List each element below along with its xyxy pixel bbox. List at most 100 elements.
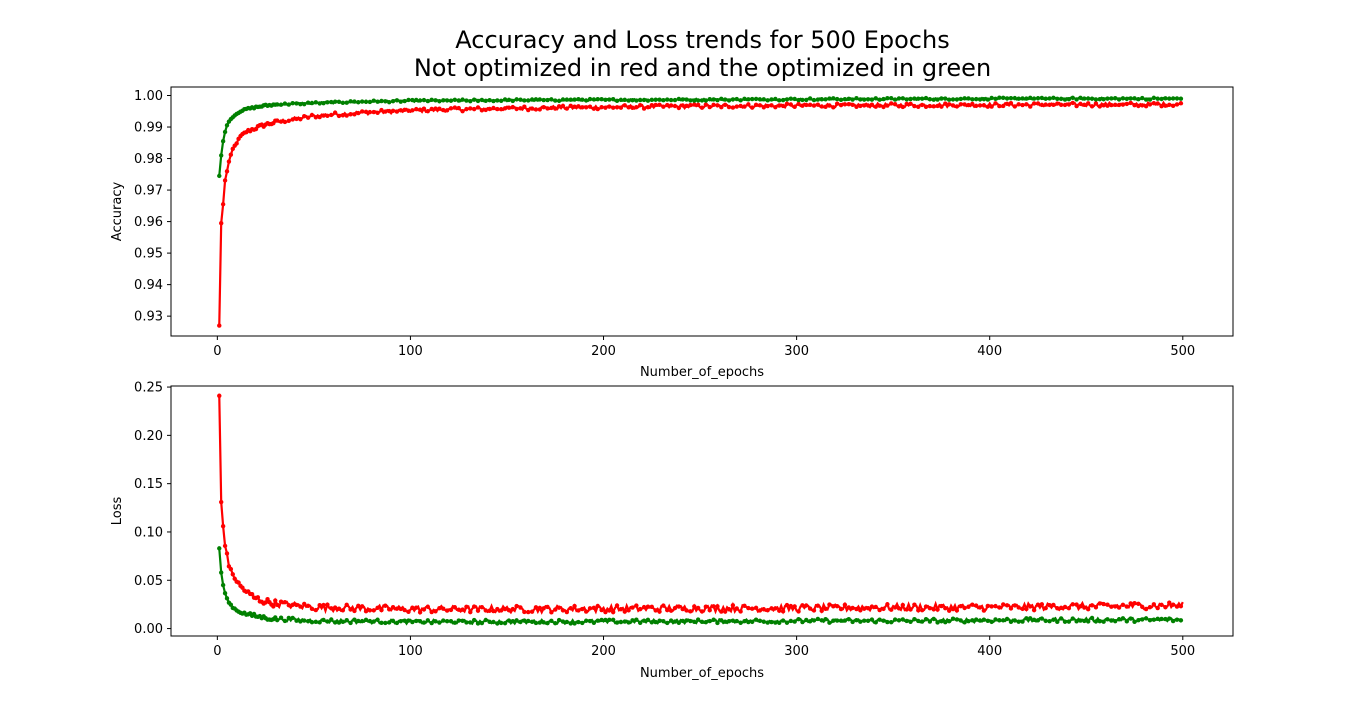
loss-data-point <box>468 620 473 625</box>
accuracy-data-point <box>912 103 917 109</box>
loss-data-point <box>1078 618 1083 623</box>
accuracy-data-point <box>344 100 349 105</box>
accuracy-data-point <box>927 97 933 102</box>
loss-data-point <box>1008 619 1014 625</box>
accuracy-data-point <box>545 97 550 103</box>
accuracy-data-point <box>923 95 929 101</box>
loss-data-point <box>1062 604 1068 610</box>
loss-data-point <box>271 604 276 609</box>
accuracy-data-point <box>842 102 848 107</box>
loss-data-point <box>900 602 906 608</box>
loss-data-point <box>645 604 651 609</box>
loss-data-point <box>869 604 875 609</box>
accuracy-data-point <box>549 105 554 111</box>
loss-data-point <box>858 608 863 613</box>
loss-data-point <box>985 603 990 609</box>
loss-data-point <box>819 618 824 623</box>
loss-data-point <box>220 582 226 588</box>
accuracy-data-point <box>765 103 770 109</box>
accuracy-data-point <box>638 97 643 103</box>
accuracy-data-point <box>313 115 319 120</box>
loss-data-point <box>977 618 983 623</box>
loss-data-point <box>302 618 307 623</box>
accuracy-data-point <box>672 103 678 109</box>
accuracy-data-point <box>491 98 496 104</box>
accuracy-data-point <box>970 101 975 107</box>
accuracy-data-point <box>610 105 616 110</box>
accuracy-data-point <box>1082 102 1087 107</box>
loss-data-point <box>398 618 403 624</box>
accuracy-data-point <box>325 113 330 119</box>
accuracy-data-point <box>1155 96 1160 101</box>
loss-data-point <box>931 616 936 622</box>
accuracy-data-point <box>1155 101 1160 106</box>
accuracy-data-point <box>495 98 500 103</box>
accuracy-data-point <box>560 97 566 102</box>
loss-data-point <box>896 606 902 611</box>
accuracy-data-point <box>653 97 658 102</box>
accuracy-data-point <box>526 98 531 103</box>
accuracy-data-point <box>753 102 759 108</box>
loss-data-point <box>1128 601 1133 606</box>
loss-data-point <box>1147 617 1153 623</box>
loss-data-point <box>877 617 882 622</box>
loss-data-point <box>626 620 631 625</box>
loss-data-point <box>321 602 326 608</box>
loss-axes-frame <box>170 385 1234 637</box>
loss-x-tick-label: 400 <box>977 644 1002 659</box>
accuracy-data-point <box>444 108 450 113</box>
loss-data-point <box>1051 617 1056 622</box>
accuracy-data-point <box>676 96 682 102</box>
accuracy-data-point <box>456 98 461 103</box>
loss-data-point <box>363 617 369 622</box>
loss-data-point <box>788 603 794 609</box>
accuracy-data-point <box>1147 97 1153 102</box>
loss-data-point <box>356 603 361 608</box>
loss-data-point <box>1124 619 1130 624</box>
loss-data-point <box>1012 603 1018 608</box>
loss-data-point <box>753 617 759 622</box>
accuracy-data-point <box>564 97 570 102</box>
accuracy-data-point <box>487 97 492 103</box>
loss-data-point <box>502 606 508 612</box>
loss-data-point <box>471 617 477 623</box>
accuracy-data-point <box>475 98 481 104</box>
accuracy-data-point <box>394 109 400 114</box>
accuracy-data-point <box>819 104 824 109</box>
loss-data-point <box>638 620 643 626</box>
accuracy-data-point <box>518 97 523 102</box>
accuracy-data-point <box>568 97 573 102</box>
loss-data-point <box>386 620 392 625</box>
accuracy-data-point <box>425 98 431 104</box>
loss-data-point <box>1163 605 1168 610</box>
accuracy-data-point <box>773 104 778 110</box>
accuracy-data-point <box>695 98 701 103</box>
accuracy-data-point <box>572 104 577 109</box>
loss-data-point <box>1089 603 1095 608</box>
loss-data-point <box>599 607 604 613</box>
loss-data-point <box>522 609 527 615</box>
accuracy-data-point <box>854 95 859 101</box>
loss-data-point <box>614 620 620 625</box>
accuracy-data-point <box>1101 97 1106 102</box>
loss-data-point <box>410 619 415 625</box>
accuracy-data-point <box>931 97 936 102</box>
loss-data-point <box>1120 616 1126 621</box>
loss-data-point <box>873 620 878 625</box>
accuracy-data-point <box>456 105 461 111</box>
accuracy-data-point <box>383 109 388 114</box>
loss-data-point <box>587 606 593 611</box>
loss-data-point <box>777 620 782 626</box>
loss-data-point <box>892 605 898 610</box>
accuracy-data-point <box>1097 97 1102 102</box>
loss-data-point <box>1124 604 1130 609</box>
loss-data-point <box>545 604 550 610</box>
loss-data-point <box>340 619 346 625</box>
accuracy-data-point <box>761 97 766 102</box>
accuracy-data-point <box>471 106 477 112</box>
loss-data-point <box>726 607 732 612</box>
loss-data-point <box>321 617 326 623</box>
loss-data-point <box>912 602 917 607</box>
accuracy-data-point <box>1012 95 1018 101</box>
accuracy-data-point <box>1147 102 1153 107</box>
